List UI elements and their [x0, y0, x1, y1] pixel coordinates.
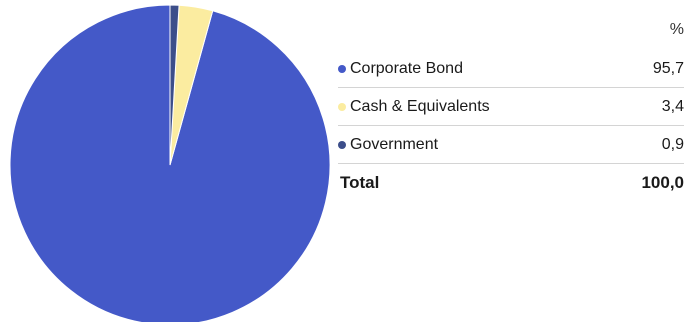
cash-equivalents-dot-icon — [338, 102, 346, 111]
total-value: 100,0 — [641, 173, 684, 192]
legend-value: 95,7 — [652, 59, 684, 77]
pie-slice-government — [169, 4, 180, 166]
legend-value: 0,9 — [661, 135, 684, 153]
legend-value: 3,4 — [661, 97, 684, 115]
legend-row-corporate-bond: Corporate Bond 95,7 — [338, 50, 684, 88]
legend-label: Cash & Equivalents — [350, 97, 490, 115]
unit-header: % — [669, 21, 684, 38]
legend-table: % Corporate Bond 95,7 Cash & Equivalents… — [338, 10, 684, 202]
legend-row-cash-equivalents: Cash & Equivalents 3,4 — [338, 88, 684, 126]
pie-chart — [9, 4, 331, 322]
legend-label: Corporate Bond — [350, 59, 463, 77]
total-label: Total — [340, 173, 380, 192]
corporate-bond-dot-icon — [338, 64, 346, 73]
legend-label: Government — [350, 135, 439, 153]
total-row: Total 100,0 — [338, 164, 684, 202]
legend-row-government: Government 0,9 — [338, 126, 684, 164]
government-dot-icon — [338, 140, 346, 149]
